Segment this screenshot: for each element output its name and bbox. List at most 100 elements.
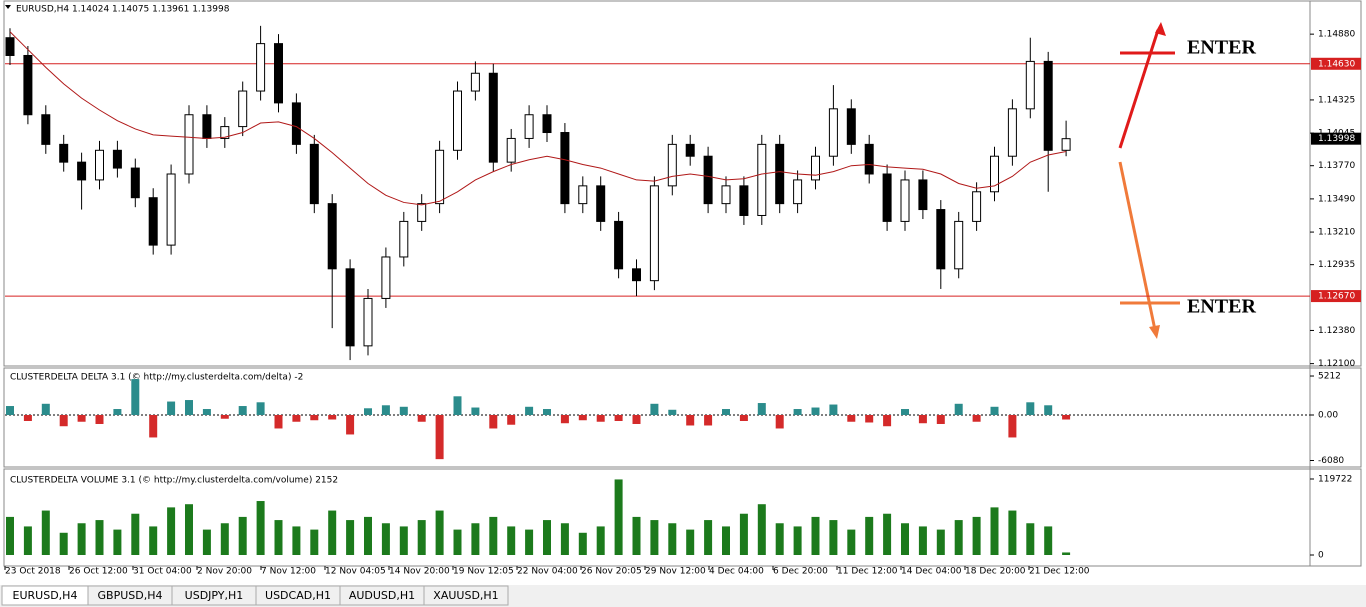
x-tick-label: 6 Dec 20:00	[773, 567, 828, 577]
candle-body	[828, 108, 838, 157]
price-label: 1.13998	[1318, 134, 1355, 144]
tab-label[interactable]: EURUSD,H4	[13, 589, 78, 602]
candle-body	[470, 72, 480, 92]
y-tick-label: 0.00	[1318, 411, 1338, 421]
x-tick-label: 26 Nov 20:05	[581, 567, 642, 577]
y-tick-label: 0	[1318, 551, 1324, 561]
candle-body	[327, 203, 337, 270]
y-tick-label: 1.14880	[1318, 30, 1355, 40]
candle-body	[274, 43, 283, 104]
bar	[632, 516, 641, 555]
bar	[883, 513, 892, 555]
bar	[1026, 523, 1035, 555]
candle-body	[506, 137, 516, 163]
level-box	[1311, 57, 1361, 70]
x-tick-label: 23 Oct 2018	[5, 567, 61, 577]
bar	[399, 406, 408, 416]
candle-body	[632, 268, 641, 282]
candle-body	[542, 114, 552, 134]
bar	[417, 520, 426, 555]
x-tick-label: 22 Nov 04:00	[517, 567, 578, 577]
tab-label[interactable]: XAUUSD,H1	[433, 589, 498, 602]
candle-body	[757, 143, 767, 216]
bar	[918, 415, 927, 424]
bar	[578, 415, 587, 421]
candle-body	[811, 155, 820, 181]
candle-body	[846, 108, 856, 145]
bar	[113, 409, 122, 416]
candle-body	[453, 90, 462, 151]
bar	[918, 526, 927, 555]
bar	[668, 523, 677, 555]
candle-body	[596, 185, 606, 222]
candle-body	[578, 185, 588, 205]
bar	[77, 415, 86, 422]
bar	[829, 520, 838, 555]
bar	[650, 403, 659, 416]
arrows	[1118, 22, 1180, 339]
tab[interactable]	[423, 585, 509, 606]
bar	[435, 510, 444, 555]
candle-body	[220, 126, 230, 139]
bar	[95, 520, 104, 555]
bar	[346, 520, 355, 555]
candle-body	[936, 209, 946, 270]
bar	[131, 379, 140, 416]
y-tick-label: 1.12100	[1318, 359, 1355, 369]
bar	[6, 406, 14, 416]
bar	[686, 529, 695, 555]
bar	[739, 415, 748, 421]
bar	[543, 409, 551, 416]
candle-body	[1061, 138, 1071, 151]
bar	[990, 507, 999, 555]
x-tick-label: 29 Nov 12:00	[645, 567, 706, 577]
bar	[59, 532, 68, 555]
tab-label[interactable]: GBPUSD,H4	[98, 589, 163, 602]
y-tick-label: 1.12380	[1318, 326, 1355, 336]
y-tick-label: 1.13490	[1318, 194, 1355, 204]
candle-body	[399, 220, 409, 258]
y-tick-label: 1.13210	[1318, 228, 1355, 238]
candle-body	[972, 191, 982, 222]
bar	[578, 532, 587, 555]
bar	[901, 409, 909, 416]
candle-body	[488, 72, 498, 163]
bar	[525, 529, 534, 555]
bar	[739, 513, 748, 555]
y-tick-label: 1.14325	[1318, 95, 1355, 105]
bar	[560, 415, 569, 424]
arrow-down	[1118, 161, 1157, 331]
tab-label[interactable]: AUDUSD,H1	[349, 589, 415, 602]
bar	[238, 516, 247, 555]
x-tick-label: 2 Nov 20:00	[197, 567, 252, 577]
bar	[990, 406, 999, 416]
bar	[471, 407, 480, 416]
y-tick-label: 5212	[1318, 372, 1341, 382]
candle-body	[309, 143, 319, 205]
candle-body	[23, 54, 33, 116]
bar	[310, 529, 319, 555]
candle-body	[238, 90, 248, 128]
tab-label[interactable]: USDJPY,H1	[185, 589, 244, 602]
collapse-icon[interactable]	[5, 5, 11, 9]
bar	[972, 415, 981, 422]
bar	[220, 523, 229, 555]
bar	[381, 405, 390, 416]
bar	[41, 510, 50, 555]
bar	[381, 523, 390, 555]
tab-label[interactable]: USDCAD,H1	[265, 589, 331, 602]
candle-body	[954, 220, 964, 270]
bar	[274, 520, 283, 555]
bar	[489, 516, 498, 555]
bar	[1062, 552, 1071, 555]
candle-body	[112, 149, 122, 169]
y-tick-label: 1.13770	[1318, 161, 1355, 171]
bar	[220, 415, 229, 419]
bar	[167, 507, 176, 555]
bar	[668, 409, 677, 416]
bar	[560, 523, 569, 555]
bar	[238, 406, 247, 416]
candle-body	[524, 114, 534, 139]
candle-body	[721, 185, 731, 205]
